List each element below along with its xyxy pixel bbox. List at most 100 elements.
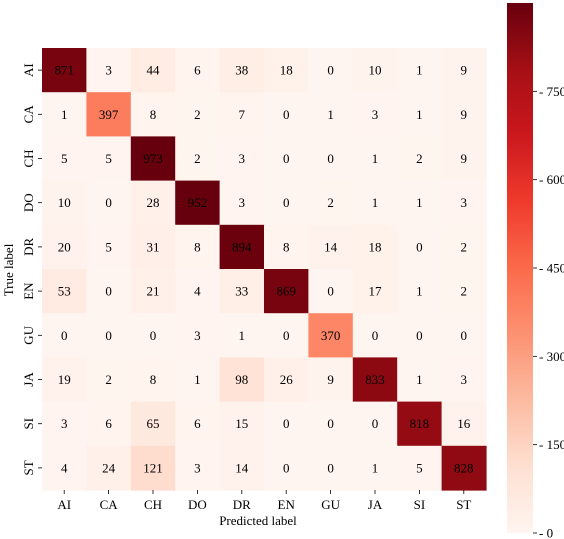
cell-value-label: 2: [461, 284, 468, 299]
cell-value-label: 1: [194, 372, 201, 387]
cell-value-label: 9: [461, 63, 468, 78]
x-tick-label: CH: [144, 497, 162, 512]
cell-value-label: 4: [194, 284, 201, 299]
heatmap-cell: [352, 357, 398, 403]
heatmap-cell: [352, 180, 398, 226]
heatmap-cell: [86, 136, 132, 182]
heatmap-cell: [219, 224, 265, 270]
heatmap-cell: [397, 180, 443, 226]
cell-value-label: 10: [58, 195, 71, 210]
heatmap-cell: [42, 269, 87, 314]
heatmap-cell: [308, 401, 354, 447]
heatmap-cell: [264, 269, 309, 314]
cell-value-label: 1: [327, 107, 334, 122]
y-tick-label: JA: [21, 372, 36, 387]
heatmap-cell: [175, 445, 221, 491]
heatmap-cell: [175, 313, 221, 358]
heatmap-cell: [219, 48, 265, 93]
heatmap-cell: [219, 313, 265, 358]
heatmap-cell: [219, 180, 265, 226]
cell-value-label: 20: [58, 239, 71, 254]
cell-value-label: 869: [276, 284, 296, 299]
heatmap-cell: [264, 92, 309, 137]
cell-value-label: 0: [105, 328, 112, 343]
colorbar-tick-label: - 300: [539, 349, 564, 364]
heatmap-cell: [308, 313, 354, 358]
x-tick-label: DO: [188, 497, 207, 512]
cell-value-label: 26: [280, 372, 294, 387]
heatmap-cell: [130, 136, 176, 182]
heatmap-cell: [441, 269, 487, 314]
heatmap-cell: [130, 445, 176, 491]
heatmap-cell: [264, 48, 309, 93]
cell-value-label: 894: [232, 239, 252, 254]
heatmap-cell: [130, 313, 176, 358]
cell-value-label: 3: [105, 63, 112, 78]
heatmap-cell: [175, 269, 221, 314]
heatmap-cell: [264, 224, 309, 270]
heatmap-cell: [86, 92, 132, 137]
cell-value-label: 18: [369, 239, 382, 254]
colorbar-ticks: - 0 - 150 - 300 - 450 - 600 - 750: [533, 84, 564, 539]
cell-value-label: 31: [147, 239, 160, 254]
heatmap-cell: [130, 92, 176, 137]
x-axis-label: Predicted label: [219, 513, 297, 528]
cell-value-label: 0: [327, 151, 334, 166]
heatmap-cell: [308, 224, 354, 270]
cell-value-label: 5: [105, 239, 112, 254]
heatmap-cell: [308, 92, 354, 137]
heatmap-cell: [42, 313, 87, 358]
cell-value-label: 0: [105, 284, 112, 299]
y-tick-label: AI: [21, 63, 36, 77]
cell-value-label: 15: [235, 416, 248, 431]
cell-value-label: 0: [327, 416, 334, 431]
heatmap-cell: [219, 357, 265, 403]
cell-value-label: 14: [235, 460, 249, 475]
heatmap-cell: [86, 313, 132, 358]
cell-value-label: 33: [235, 284, 248, 299]
cell-value-label: 7: [239, 107, 246, 122]
colorbar-tick-label: - 150: [539, 437, 564, 452]
cell-value-label: 0: [327, 284, 334, 299]
y-axis-ticks: AI CA CH DO DR EN GU JA SI ST: [21, 63, 42, 475]
cell-value-label: 1: [372, 195, 379, 210]
heatmap-cell: [308, 269, 354, 314]
heatmap-cell: [175, 180, 221, 226]
heatmap-cell: [264, 136, 309, 182]
heatmap-cell: [175, 224, 221, 270]
cell-value-label: 0: [327, 460, 334, 475]
cell-value-label: 828: [454, 460, 474, 475]
cell-value-label: 17: [369, 284, 383, 299]
cell-value-label: 1: [372, 151, 379, 166]
cell-value-label: 16: [457, 416, 471, 431]
cell-value-label: 1: [416, 107, 423, 122]
cell-value-label: 1: [416, 284, 423, 299]
heatmap-cell: [264, 313, 309, 358]
cell-value-label: 14: [324, 239, 338, 254]
cell-value-label: 0: [416, 328, 423, 343]
cell-value-label: 973: [143, 151, 163, 166]
heatmap-cell: [86, 269, 132, 314]
cell-value-label: 2: [105, 372, 112, 387]
heatmap-cell: [42, 445, 87, 491]
heatmap-cell: [219, 269, 265, 314]
heatmap-cell: [441, 136, 487, 182]
heatmap-cell: [264, 401, 309, 447]
heatmap-cell: [42, 224, 87, 270]
heatmap-cell: [130, 180, 176, 226]
heatmap-cell: [175, 48, 221, 93]
cell-value-label: 38: [235, 63, 248, 78]
heatmap-cell: [86, 401, 132, 447]
cell-value-label: 0: [372, 328, 379, 343]
heatmap-cell: [397, 92, 443, 137]
x-tick-label: CA: [100, 497, 119, 512]
x-tick-label: JA: [368, 497, 383, 512]
cell-value-labels: 871 3 44 6 38 18 0 10 1 91 397 8 2 7 0 1 3 1 95 5 973 2 3 0 0 1 2 9…: [54, 63, 473, 476]
heatmap-cell: [352, 401, 398, 447]
x-axis-ticks: AI CA CH DO DR EN GU JA SI ST: [57, 490, 471, 512]
cell-value-label: 5: [105, 151, 112, 166]
cell-value-label: 53: [58, 284, 71, 299]
cell-value-label: 3: [372, 107, 379, 122]
heatmap-cell: [264, 445, 309, 491]
heatmap-cell: [352, 136, 398, 182]
